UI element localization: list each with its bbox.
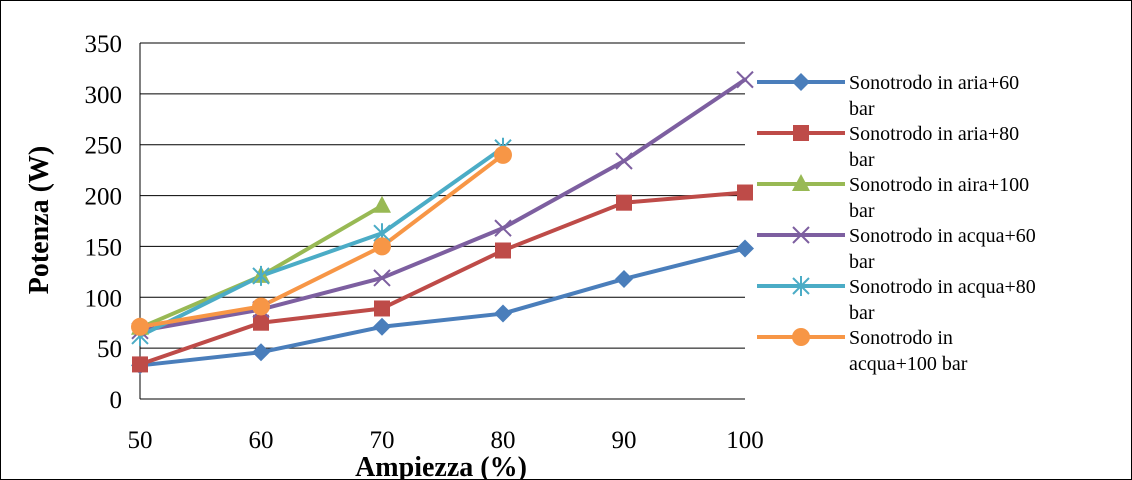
series-lines <box>138 77 747 368</box>
data-point-series-4 <box>736 70 754 89</box>
y-tick-label: 250 <box>85 133 123 160</box>
legend-label: Sonotrodo in <box>849 327 953 349</box>
legend-label: bar <box>849 302 875 324</box>
data-point-series-5 <box>252 265 270 286</box>
data-point-series-1 <box>494 304 512 323</box>
legend: Sonotrodo in aria+60 bar Sonotrodo in aria… <box>757 72 1036 375</box>
data-point-series-6 <box>494 145 512 164</box>
legend-label: Sonotrodo in aria+80 <box>849 123 1019 145</box>
data-point-series-4 <box>615 152 633 170</box>
x-axis-title: Ampiezza (%) <box>355 452 527 480</box>
y-tick-label: 50 <box>97 336 122 363</box>
x-tick-label: 80 <box>491 427 516 454</box>
data-point-series-2 <box>737 184 753 201</box>
legend-label: Sonotrodo in acqua+80 <box>849 276 1036 298</box>
data-point-series-2 <box>495 242 511 259</box>
y-tick-label: 200 <box>85 184 123 211</box>
data-point-series-4 <box>494 219 512 237</box>
legend-label: bar <box>849 98 875 120</box>
data-point-series-2 <box>132 356 148 373</box>
x-tick-label: 60 <box>249 427 274 454</box>
x-tick-label: 70 <box>370 427 395 454</box>
legend-label: Sonotrodo in aria+60 <box>849 72 1019 94</box>
legend-swatch-marker <box>792 328 810 346</box>
x-tick-label: 100 <box>726 427 764 454</box>
data-point-series-2 <box>616 194 632 211</box>
series-line-2 <box>138 190 747 367</box>
y-tick-label: 0 <box>110 387 123 414</box>
legend-label: bar <box>849 200 875 222</box>
data-point-series-6 <box>373 237 391 256</box>
data-point-series-2 <box>374 300 390 317</box>
legend-label: Sonotrodo in aira+100 <box>849 174 1029 196</box>
y-tick-label: 100 <box>85 285 123 312</box>
legend-swatch-marker <box>792 226 810 244</box>
legend-swatch-marker <box>792 73 810 91</box>
data-point-series-4 <box>373 269 391 287</box>
series-line-4 <box>138 77 747 333</box>
legend-label: acqua+100 bar <box>849 353 968 375</box>
legend-swatch-marker <box>792 276 810 296</box>
data-point-series-1 <box>615 269 633 288</box>
gridlines <box>139 42 745 400</box>
legend-label: bar <box>849 149 875 171</box>
data-point-series-6 <box>131 317 149 336</box>
series-markers <box>131 70 754 375</box>
y-tick-label: 300 <box>85 82 123 109</box>
legend-swatch-marker <box>792 174 810 191</box>
y-tick-label: 350 <box>85 31 123 58</box>
series-line-1 <box>138 246 747 368</box>
data-point-series-1 <box>252 343 270 362</box>
y-tick-label: 150 <box>85 234 123 261</box>
data-point-series-2 <box>253 314 269 331</box>
series-line-6 <box>138 152 505 329</box>
data-point-series-1 <box>373 317 391 336</box>
legend-label: Sonotrodo in acqua+60 <box>849 225 1036 247</box>
data-point-series-6 <box>252 297 270 316</box>
legend-label: bar <box>849 251 875 273</box>
x-tick-label: 90 <box>612 427 637 454</box>
data-point-series-1 <box>736 239 754 258</box>
y-axis-title: Potenza (W) <box>24 146 55 295</box>
x-tick-label: 50 <box>128 427 153 454</box>
data-point-series-3 <box>373 195 391 213</box>
series-line-5 <box>138 145 505 338</box>
legend-swatch-marker <box>793 125 809 141</box>
